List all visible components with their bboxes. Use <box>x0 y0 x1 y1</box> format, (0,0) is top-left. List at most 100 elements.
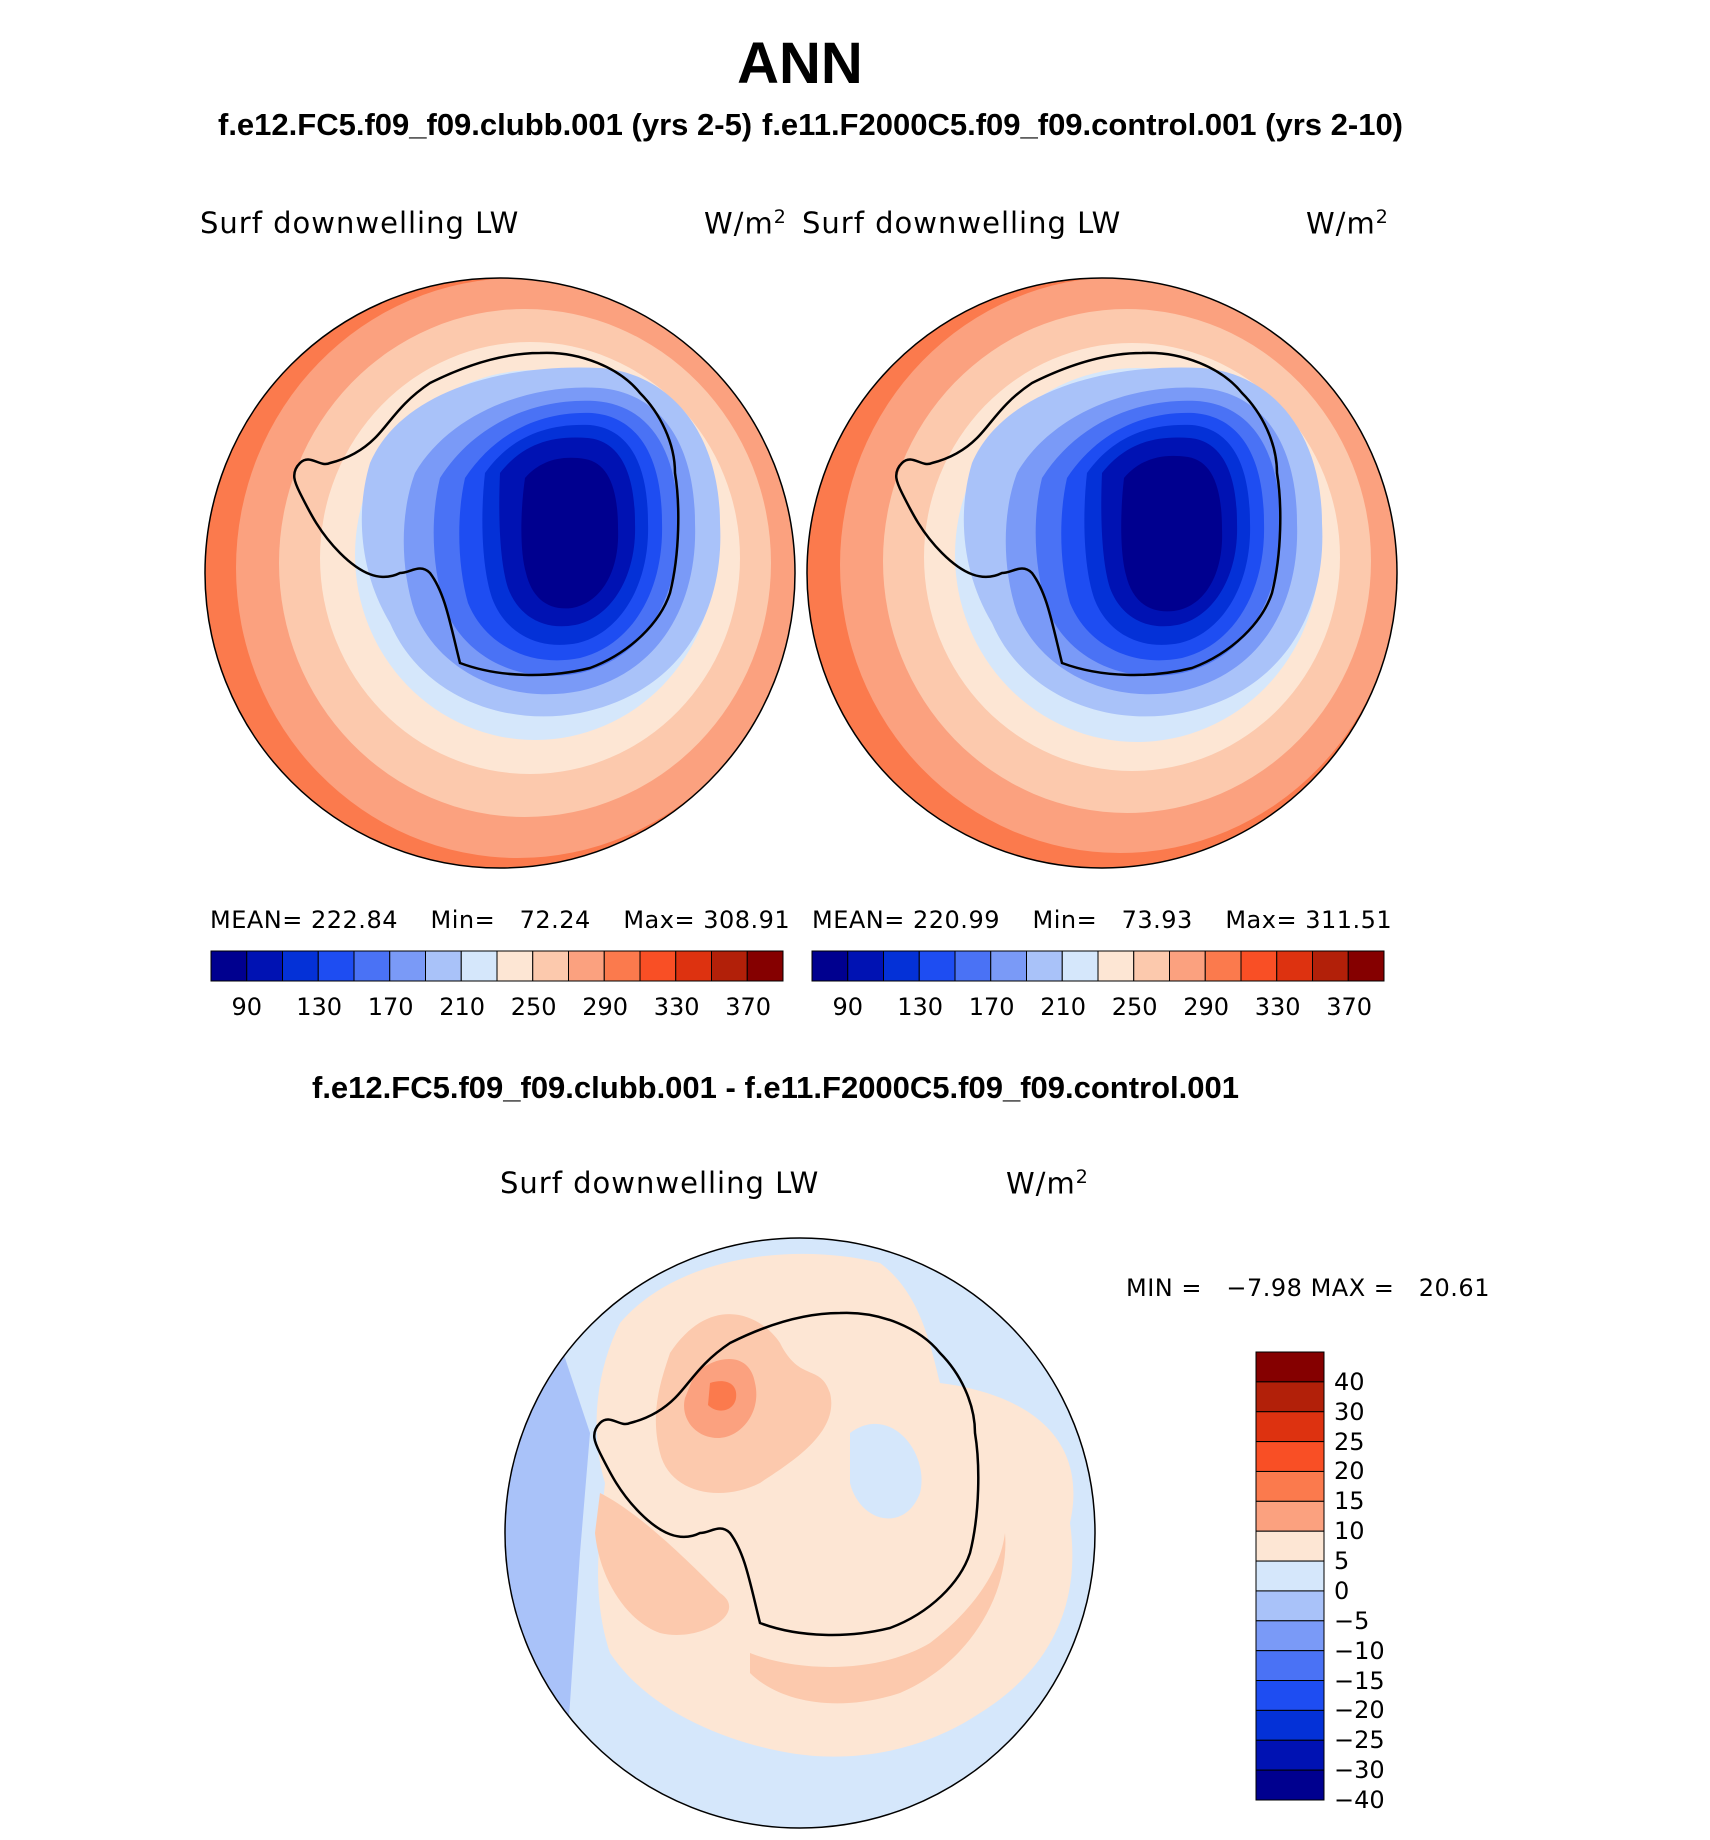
right-max-value: 311.51 <box>1305 906 1393 934</box>
right-colorbar-tick-label: 130 <box>897 993 944 1021</box>
right-colorbar-swatch <box>1061 950 1099 982</box>
left-colorbar-tick-label: 330 <box>653 993 700 1021</box>
left-colorbar-swatch <box>389 950 426 982</box>
diff-colorbar-tick-label: 0 <box>1334 1576 1350 1605</box>
diff-colorbar <box>1255 1351 1325 1801</box>
right-colorbar-tick-label: 370 <box>1326 993 1373 1021</box>
left-colorbar-swatch <box>317 950 355 982</box>
right-colorbar-swatch <box>847 950 884 982</box>
diff-colorbar-tick-label: 20 <box>1334 1457 1365 1486</box>
diff-max-value: 20.61 <box>1418 1274 1490 1302</box>
left-colorbar-swatch <box>568 950 605 982</box>
diff-colorbar-swatch <box>1255 1381 1325 1413</box>
diff-colorbar-swatch <box>1255 1709 1325 1741</box>
diff-colorbar-swatch <box>1255 1470 1325 1502</box>
right-variable-label: Surf downwelling LW <box>802 206 1122 240</box>
diff-colorbar-tick-label: 25 <box>1334 1427 1365 1456</box>
diff-colorbar-tick-label: 15 <box>1334 1487 1365 1516</box>
left-colorbar-tick-label: 130 <box>296 993 343 1021</box>
right-colorbar-swatch <box>1169 950 1206 982</box>
right-colorbar-swatch <box>1204 950 1242 982</box>
right-min-value: 73.93 <box>1121 906 1193 934</box>
left-colorbar-tick-label: 170 <box>367 993 414 1021</box>
right-colorbar-swatch <box>1276 950 1313 982</box>
diff-colorbar-swatch <box>1255 1351 1325 1383</box>
right-polar-map <box>806 277 1398 869</box>
right-colorbar-swatch <box>954 950 992 982</box>
left-colorbar-swatch <box>246 950 283 982</box>
left-colorbar-swatch <box>532 950 569 982</box>
right-colorbar-swatch <box>1097 950 1135 982</box>
right-colorbar-swatch <box>1026 950 1063 982</box>
right-colorbar-tick-label: 90 <box>832 993 864 1021</box>
right-colorbar-swatch <box>1240 950 1278 982</box>
left-mean-value: 222.84 <box>311 906 398 934</box>
left-stats: MEAN= 222.84 Min= 72.24 Max= 308.91 <box>210 906 791 934</box>
diff-variable-label: Surf downwelling LW <box>500 1166 820 1200</box>
diff-colorbar-tick-label: −25 <box>1334 1726 1385 1755</box>
left-colorbar-tick-label: 290 <box>582 993 629 1021</box>
diff-colorbar-swatch <box>1255 1441 1325 1472</box>
diff-colorbar-tick-label: −30 <box>1334 1756 1385 1785</box>
left-colorbar-swatch <box>711 950 748 982</box>
diff-colorbar-tick-label: 30 <box>1334 1397 1365 1426</box>
diff-colorbar-swatch <box>1255 1560 1325 1592</box>
left-colorbar-swatch <box>675 950 712 982</box>
right-colorbar-tick-label: 290 <box>1183 993 1230 1021</box>
right-colorbar-swatch <box>1133 950 1170 982</box>
diff-colorbar-tick-label: −15 <box>1334 1666 1385 1695</box>
diff-colorbar-swatch <box>1255 1739 1325 1771</box>
diff-colorbar-swatch <box>1255 1530 1325 1562</box>
left-units-label: W/m2 <box>704 206 787 241</box>
left-colorbar-tick-label: 210 <box>439 993 486 1021</box>
left-variable-label: Surf downwelling LW <box>200 206 520 240</box>
left-colorbar-tick-label: 250 <box>510 993 557 1021</box>
right-colorbar-swatch <box>1347 950 1385 982</box>
left-max-value: 308.91 <box>703 906 791 934</box>
diff-min-value: −7.98 <box>1226 1274 1303 1302</box>
diff-colorbar-swatch <box>1255 1680 1325 1711</box>
left-polar-map <box>204 277 796 869</box>
diff-colorbar-swatch <box>1255 1411 1325 1443</box>
diff-units-label: W/m2 <box>1006 1166 1089 1201</box>
right-colorbar-swatch <box>1312 950 1349 982</box>
left-colorbar-swatch <box>425 950 462 982</box>
right-colorbar-tick-label: 330 <box>1254 993 1301 1021</box>
right-colorbar <box>811 950 1385 982</box>
right-case-title: f.e11.F2000C5.f09_f09.control.001 (yrs 2… <box>762 107 1404 142</box>
diff-stats: MIN = −7.98 MAX = 20.61 <box>1126 1274 1490 1302</box>
main-title: ANN <box>737 31 863 96</box>
left-colorbar-swatch <box>353 950 391 982</box>
diff-colorbar-swatch <box>1255 1620 1325 1652</box>
right-colorbar-swatch <box>883 950 920 982</box>
right-units-label: W/m2 <box>1306 206 1389 241</box>
left-colorbar-swatch <box>496 950 534 982</box>
right-stats: MEAN= 220.99 Min= 73.93 Max= 311.51 <box>812 906 1393 934</box>
diff-colorbar-tick-label: −40 <box>1334 1786 1385 1814</box>
left-min-value: 72.24 <box>519 906 591 934</box>
right-colorbar-swatch <box>990 950 1027 982</box>
left-colorbar-swatch <box>210 950 248 982</box>
left-colorbar-tick-label: 370 <box>725 993 772 1021</box>
diff-colorbar-swatch <box>1255 1590 1325 1622</box>
right-colorbar-tick-label: 250 <box>1111 993 1158 1021</box>
diff-colorbar-tick-label: −10 <box>1334 1636 1385 1665</box>
right-mean-value: 220.99 <box>913 906 1000 934</box>
right-colorbar-tick-label: 210 <box>1040 993 1087 1021</box>
left-colorbar-tick-label: 90 <box>231 993 263 1021</box>
left-colorbar-swatch <box>639 950 677 982</box>
diff-colorbar-swatch <box>1255 1500 1325 1532</box>
left-colorbar-swatch <box>603 950 641 982</box>
diff-colorbar-tick-label: 40 <box>1334 1367 1365 1396</box>
diff-colorbar-tick-label: 5 <box>1334 1547 1350 1576</box>
diff-colorbar-tick-label: 10 <box>1334 1517 1365 1546</box>
diff-colorbar-tick-label: −20 <box>1334 1696 1385 1725</box>
left-colorbar-swatch <box>282 950 319 982</box>
diff-colorbar-swatch <box>1255 1769 1325 1801</box>
left-colorbar <box>210 950 784 982</box>
left-colorbar-swatch <box>746 950 784 982</box>
diff-colorbar-tick-label: −5 <box>1334 1606 1370 1635</box>
right-colorbar-swatch <box>918 950 956 982</box>
diff-case-title: f.e12.FC5.f09_f09.clubb.001 - f.e11.F200… <box>312 1070 1240 1105</box>
right-colorbar-tick-label: 170 <box>968 993 1015 1021</box>
